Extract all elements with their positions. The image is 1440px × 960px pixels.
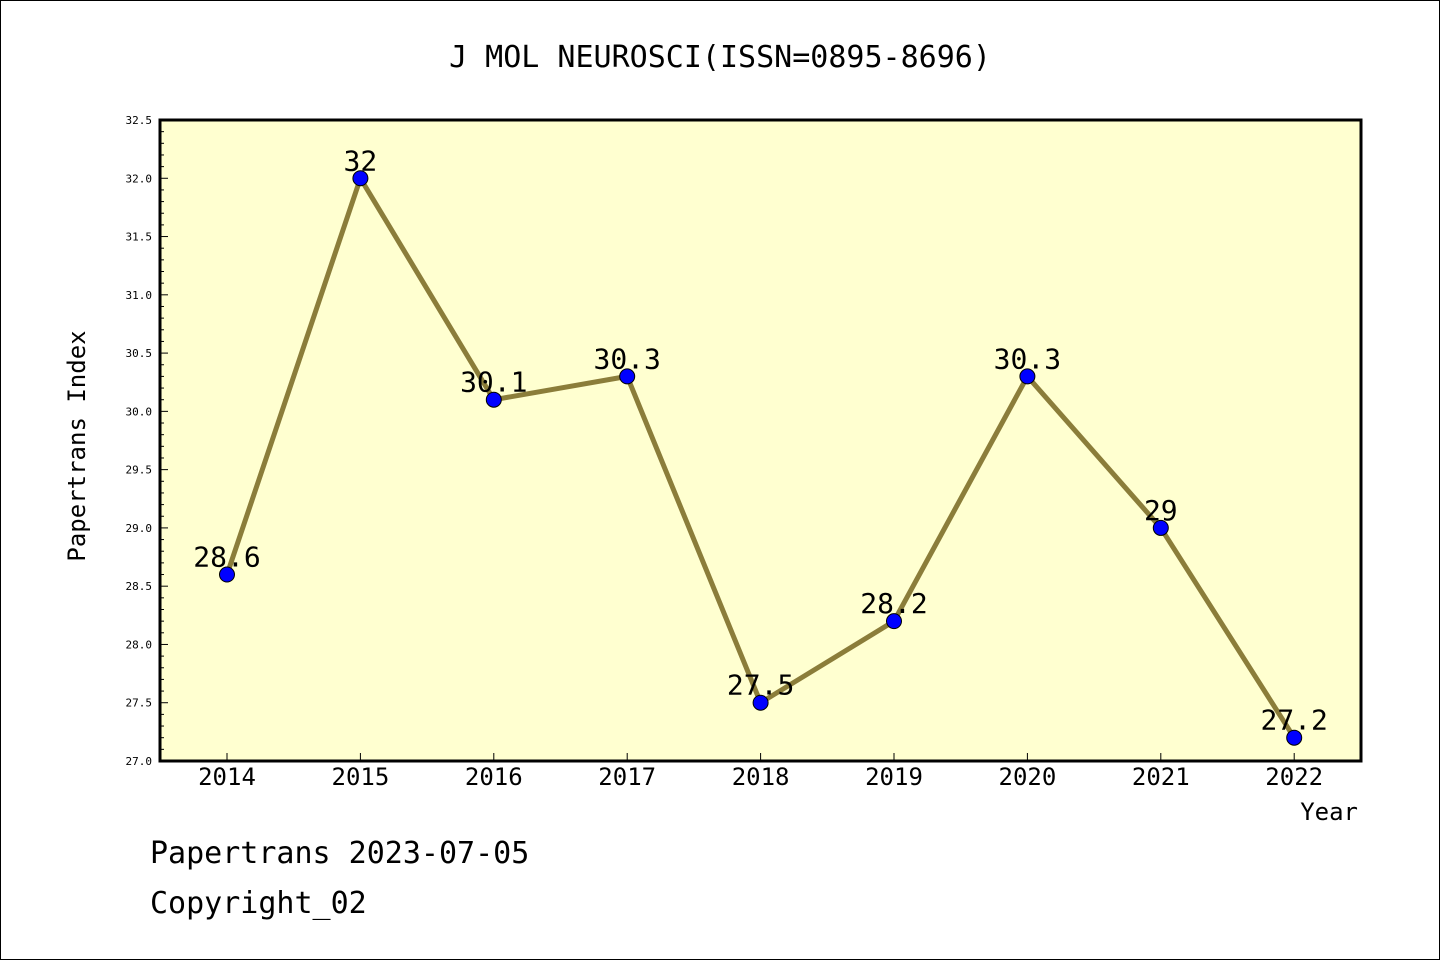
y-axis: 27.0 27.5 28.0 28.5 29.0 29.5 30.0 30.5 31.0 31.5… xyxy=(126,114,168,768)
data-label: 29 xyxy=(1144,494,1178,527)
x-axis-label: Year xyxy=(1300,798,1358,826)
y-tick-label: 31.5 xyxy=(126,231,153,244)
y-tick-label: 27.0 xyxy=(126,755,153,768)
data-label: 30.1 xyxy=(460,366,527,399)
data-point xyxy=(219,566,235,583)
data-label: 28.6 xyxy=(193,541,260,574)
x-axis: 2014 2015 2016 2017 2018 2019 2020 2021 2022 xyxy=(198,753,1323,791)
data-point xyxy=(352,170,369,187)
plot-border xyxy=(158,118,1363,763)
x-tick-label: 2021 xyxy=(1132,763,1190,791)
y-tick-label: 27.5 xyxy=(126,697,153,710)
x-tick-label: 2015 xyxy=(332,763,390,791)
x-tick-label: 2014 xyxy=(198,763,256,791)
y-tick-label: 30.0 xyxy=(126,405,153,418)
data-point xyxy=(886,613,902,630)
data-point xyxy=(1152,519,1169,536)
x-tick-label: 2020 xyxy=(999,763,1057,791)
y-tick-label: 32.0 xyxy=(126,172,153,185)
data-point xyxy=(1286,729,1303,746)
data-label: 28.2 xyxy=(860,587,927,620)
plot-area xyxy=(160,120,1361,761)
data-label: 30.3 xyxy=(593,342,660,375)
data-point xyxy=(619,368,636,385)
y-tick-label: 28.0 xyxy=(126,638,153,651)
x-tick-label: 2016 xyxy=(465,763,523,791)
y-axis-label: Papertrans Index xyxy=(63,330,91,561)
footer-date: Papertrans 2023-07-05 xyxy=(150,836,530,871)
y-tick-label: 32.5 xyxy=(126,114,153,127)
series: 28.6 32 30.1 30.3 27.5 28.2 30.3 29 27.2 xyxy=(193,144,1328,746)
data-point xyxy=(1019,368,1036,385)
data-label: 27.5 xyxy=(727,669,794,702)
data-point xyxy=(485,391,502,408)
y-tick-label: 31.0 xyxy=(126,289,153,302)
data-point xyxy=(752,694,769,711)
data-label: 30.3 xyxy=(994,342,1061,375)
y-tick-label: 28.5 xyxy=(126,580,153,593)
x-tick-label: 2018 xyxy=(732,763,790,791)
y-tick-label: 30.5 xyxy=(126,347,153,360)
data-label: 27.2 xyxy=(1260,704,1327,737)
x-tick-label: 2019 xyxy=(865,763,923,791)
y-tick-label: 29.0 xyxy=(126,522,153,535)
chart-title: J MOL NEUROSCI(ISSN=0895-8696) xyxy=(449,40,991,75)
x-tick-label: 2017 xyxy=(598,763,656,791)
y-tick-label: 29.5 xyxy=(126,464,153,477)
x-tick-label: 2022 xyxy=(1265,763,1323,791)
data-label: 32 xyxy=(344,144,378,177)
footer-copyright: Copyright_02 xyxy=(150,886,367,921)
